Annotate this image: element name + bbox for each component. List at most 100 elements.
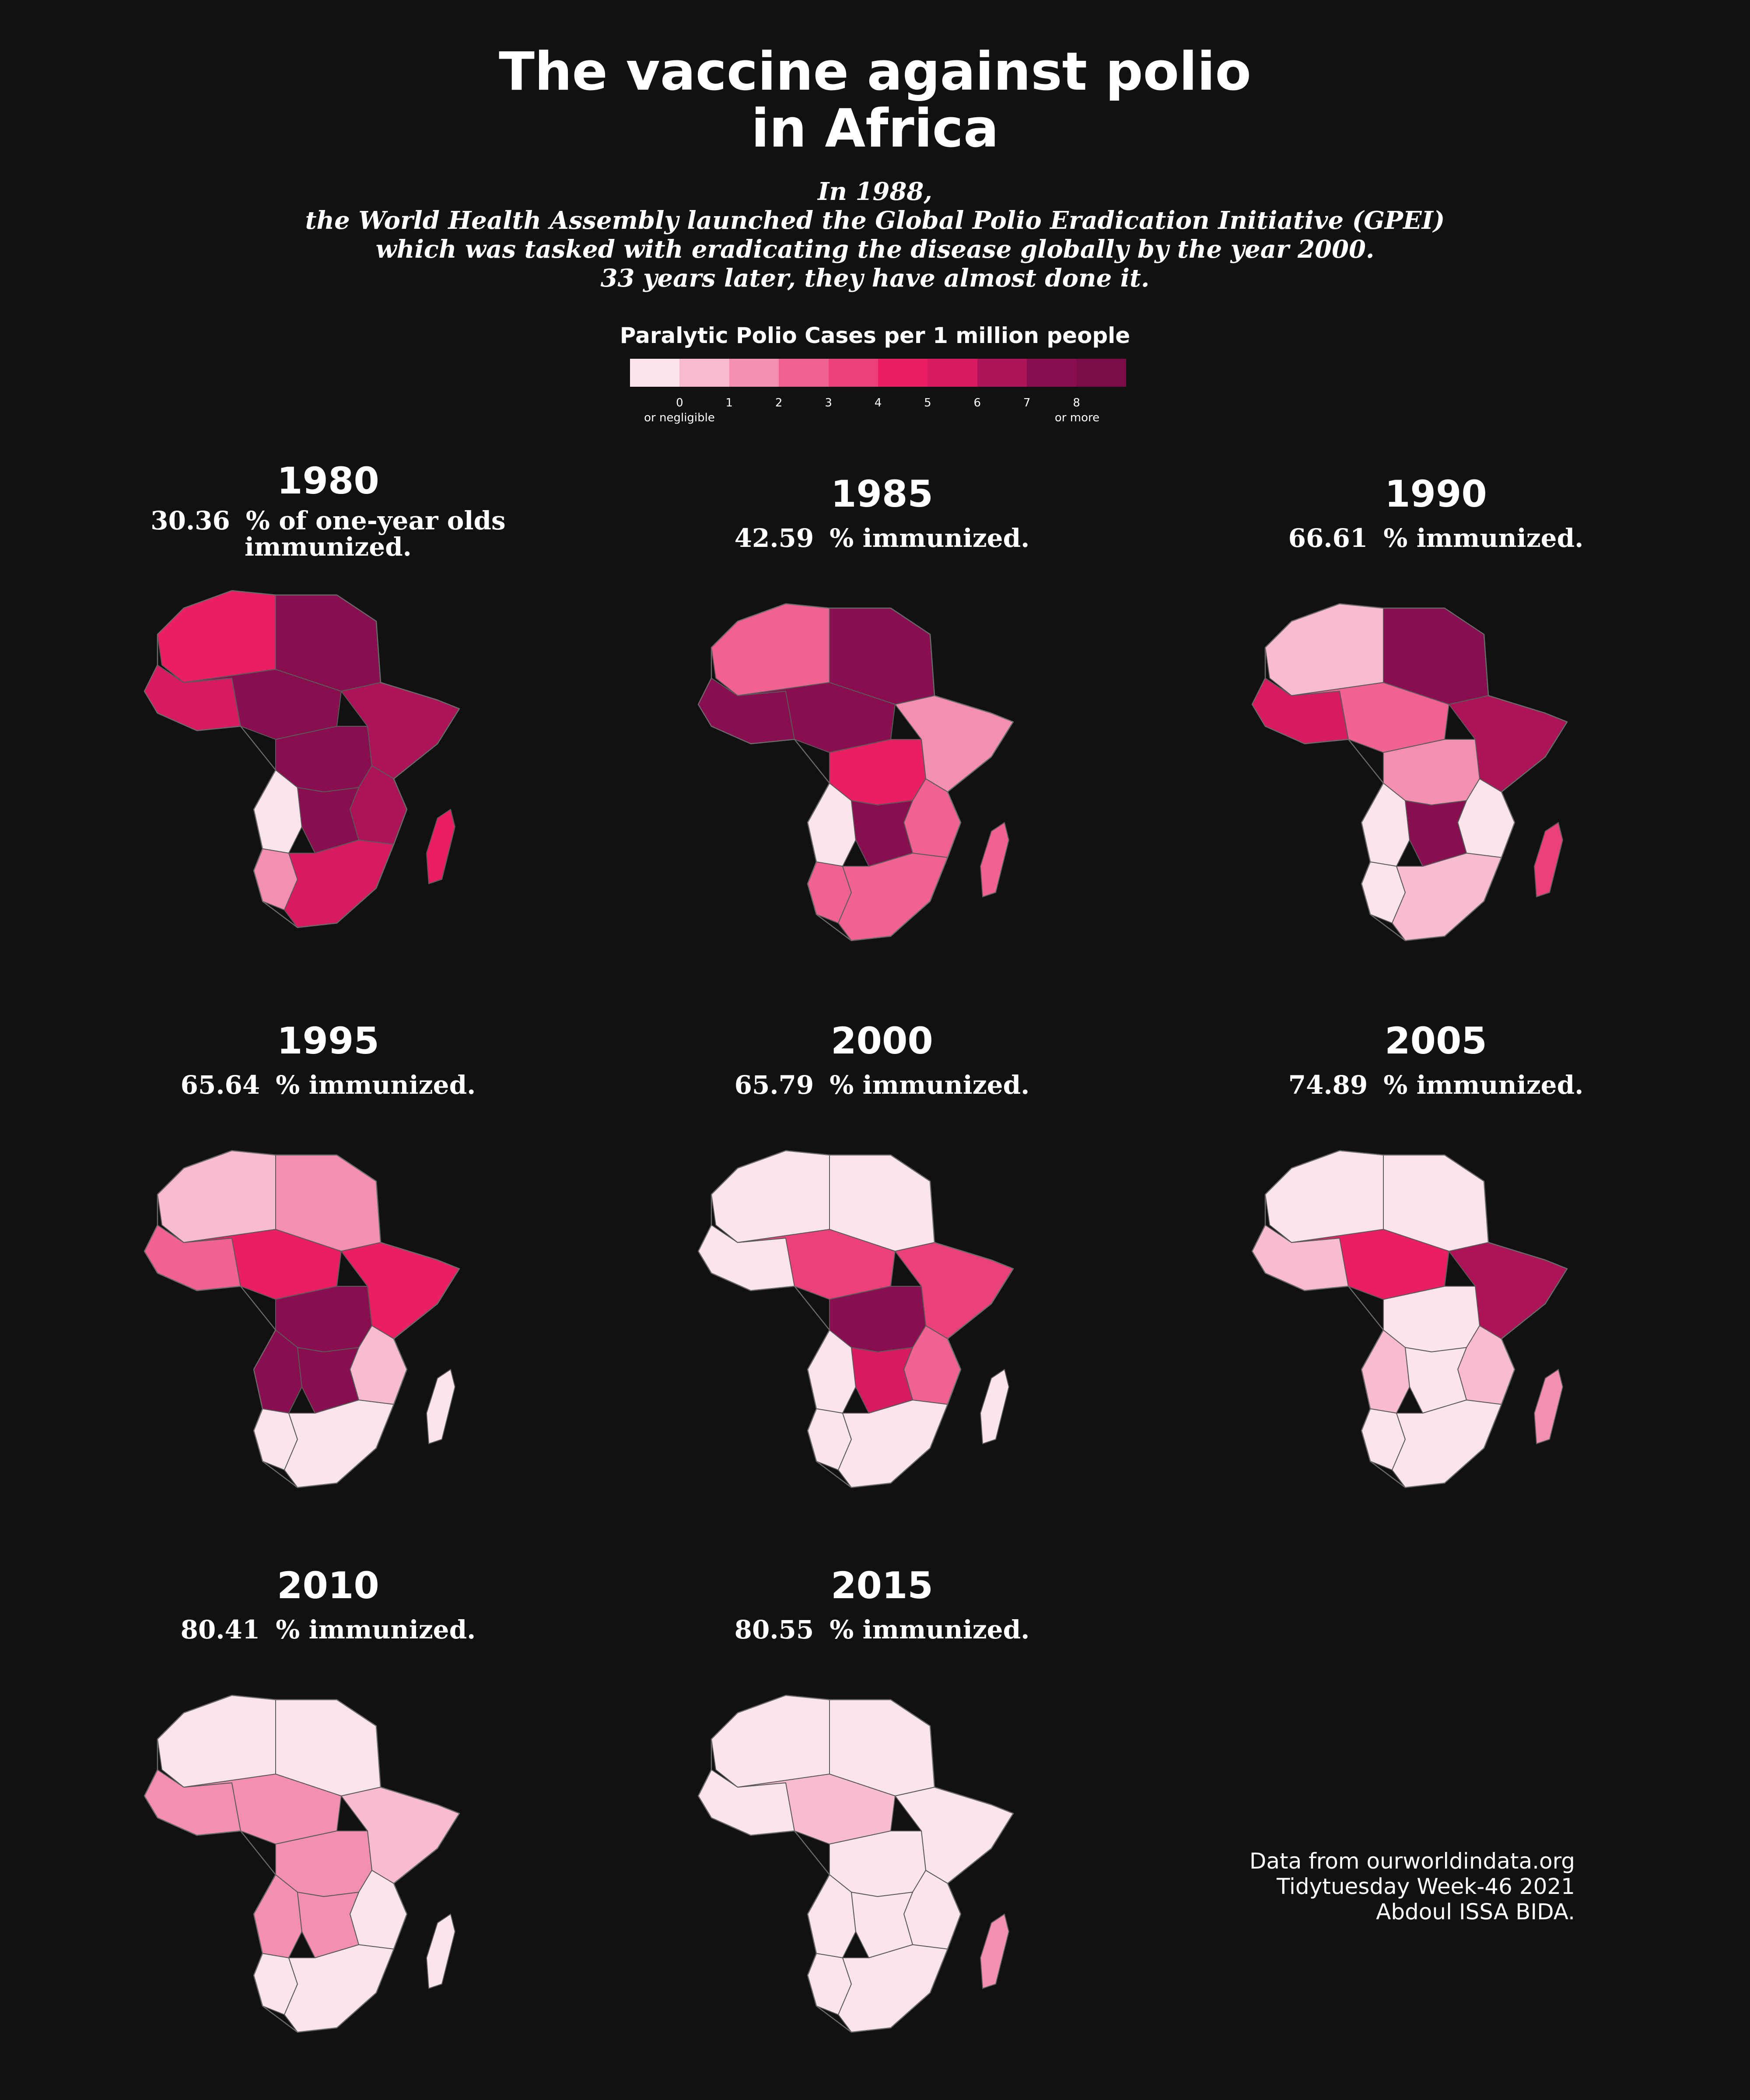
region-se <box>838 1944 948 2033</box>
region-sc <box>1405 800 1467 867</box>
region-nw <box>157 590 276 683</box>
panel-immunization-label: 65.79 % immunized. <box>598 1072 1166 1098</box>
region-sc <box>297 1347 359 1414</box>
subtitle-line-3: which was tasked with eradicating the di… <box>375 235 1375 264</box>
region-sc <box>851 800 913 867</box>
panel-year: 1985 <box>831 472 933 515</box>
immunized-value: 66.61 <box>1288 523 1368 553</box>
immunized-value: 65.79 <box>734 1070 814 1100</box>
region-mad <box>980 822 1009 897</box>
panel-year: 2005 <box>1385 1019 1487 1062</box>
region-sc <box>297 787 359 854</box>
region-sc <box>851 1347 913 1414</box>
title-line-1: The vaccine against polio <box>499 42 1251 102</box>
immunized-label: % immunized. <box>830 1070 1030 1100</box>
immunized-label: % immunized. <box>276 1615 476 1645</box>
region-sc <box>1405 1347 1467 1414</box>
region-nw <box>157 1695 276 1788</box>
immunized-label: % of one-year olds <box>245 506 506 536</box>
region-se <box>284 1944 394 2033</box>
legend-tick-8: 8 <box>1073 396 1080 410</box>
region-mad <box>1534 822 1563 897</box>
region-se <box>284 840 394 928</box>
map-panel-2000: 2000 65.79 % immunized. <box>598 1019 1166 1544</box>
continent-outline <box>144 1694 460 2033</box>
immunized-label: % immunized. <box>1383 1070 1584 1100</box>
region-nw <box>711 1695 830 1788</box>
africa-map <box>697 1694 1014 2033</box>
region-sc <box>297 1892 359 1958</box>
legend-tick-2: 2 <box>775 396 783 410</box>
panel-year: 2015 <box>831 1564 933 1607</box>
africa-map <box>144 1694 460 2033</box>
region-nw <box>1265 1150 1384 1243</box>
legend-tick-1: 1 <box>725 396 733 410</box>
credit-author: Abdoul ISSA BIDA. <box>1376 1899 1575 1925</box>
legend-swatch-5 <box>878 359 928 387</box>
map-panel-1995: 1995 65.64 % immunized. <box>44 1019 612 1544</box>
credits: Data from ourworldindata.org Tidytuesday… <box>1250 1848 1575 1925</box>
legend-tick-0: 0 <box>676 396 683 410</box>
africa-map <box>1251 1150 1568 1488</box>
panel-immunization-label: 66.61 % immunized. <box>1152 525 1720 551</box>
subtitle-line-1: In 1988, <box>818 177 932 206</box>
region-nw <box>711 1150 830 1243</box>
immunized-label: % immunized. <box>830 1615 1030 1645</box>
legend-swatch-7 <box>977 359 1027 387</box>
continent-outline <box>697 603 1014 942</box>
panel-immunization-label: 74.89 % immunized. <box>1152 1072 1720 1098</box>
africa-map <box>697 1150 1014 1488</box>
continent-outline <box>144 590 460 928</box>
panel-year: 2000 <box>831 1019 933 1062</box>
legend-swatch-1 <box>679 359 729 387</box>
region-mad <box>1534 1369 1563 1444</box>
continent-outline <box>1251 603 1568 942</box>
chart-title: The vaccine against polio in Africa <box>0 44 1750 158</box>
immunized-value: 65.64 <box>180 1070 260 1100</box>
legend-swatch-4 <box>828 359 878 387</box>
title-line-2: in Africa <box>751 98 999 159</box>
region-se <box>1392 1400 1502 1488</box>
region-nw <box>157 1150 276 1243</box>
credit-source: Data from ourworldindata.org <box>1249 1848 1575 1874</box>
continent-outline <box>697 1694 1014 2033</box>
africa-map <box>1251 603 1568 942</box>
region-nw <box>711 603 830 696</box>
immunized-label-line-2: immunized. <box>245 532 412 562</box>
africa-map <box>144 1150 460 1488</box>
region-mad <box>980 1914 1009 1989</box>
legend-note-low: or negligible <box>644 411 715 424</box>
panel-immunization-label: 30.36 % of one-year olds immunized. <box>44 508 612 560</box>
immunized-value: 74.89 <box>1288 1070 1368 1100</box>
map-panel-1985: 1985 42.59 % immunized. <box>598 472 1166 998</box>
region-mad <box>426 1914 455 1989</box>
continent-outline <box>144 1150 460 1488</box>
region-nw <box>1265 603 1384 696</box>
africa-map <box>144 590 460 928</box>
legend-note-high: or more <box>1054 411 1100 424</box>
immunized-label: % immunized. <box>830 523 1030 553</box>
region-se <box>1392 853 1502 941</box>
region-mad <box>980 1369 1009 1444</box>
region-mad <box>426 809 455 884</box>
legend-swatch-2 <box>729 359 779 387</box>
panel-year: 1995 <box>277 1019 379 1062</box>
continent-outline <box>1251 1150 1568 1488</box>
legend-tick-5: 5 <box>924 396 931 410</box>
legend-color-scale <box>630 359 1127 387</box>
africa-map <box>697 603 1014 942</box>
legend-swatch-8 <box>1027 359 1077 387</box>
legend-tick-4: 4 <box>874 396 882 410</box>
legend-swatch-6 <box>928 359 977 387</box>
panel-year: 1980 <box>277 459 379 502</box>
map-panel-2015: 2015 80.55 % immunized. <box>598 1564 1166 2089</box>
immunized-value: 30.36 <box>150 506 230 536</box>
panel-immunization-label: 65.64 % immunized. <box>44 1072 612 1098</box>
panel-immunization-label: 80.55 % immunized. <box>598 1617 1166 1643</box>
immunized-value: 80.41 <box>180 1615 260 1645</box>
immunized-value: 80.55 <box>734 1615 814 1645</box>
region-se <box>838 853 948 941</box>
map-panel-2010: 2010 80.41 % immunized. <box>44 1564 612 2089</box>
region-sc <box>851 1892 913 1958</box>
legend-tick-3: 3 <box>825 396 832 410</box>
